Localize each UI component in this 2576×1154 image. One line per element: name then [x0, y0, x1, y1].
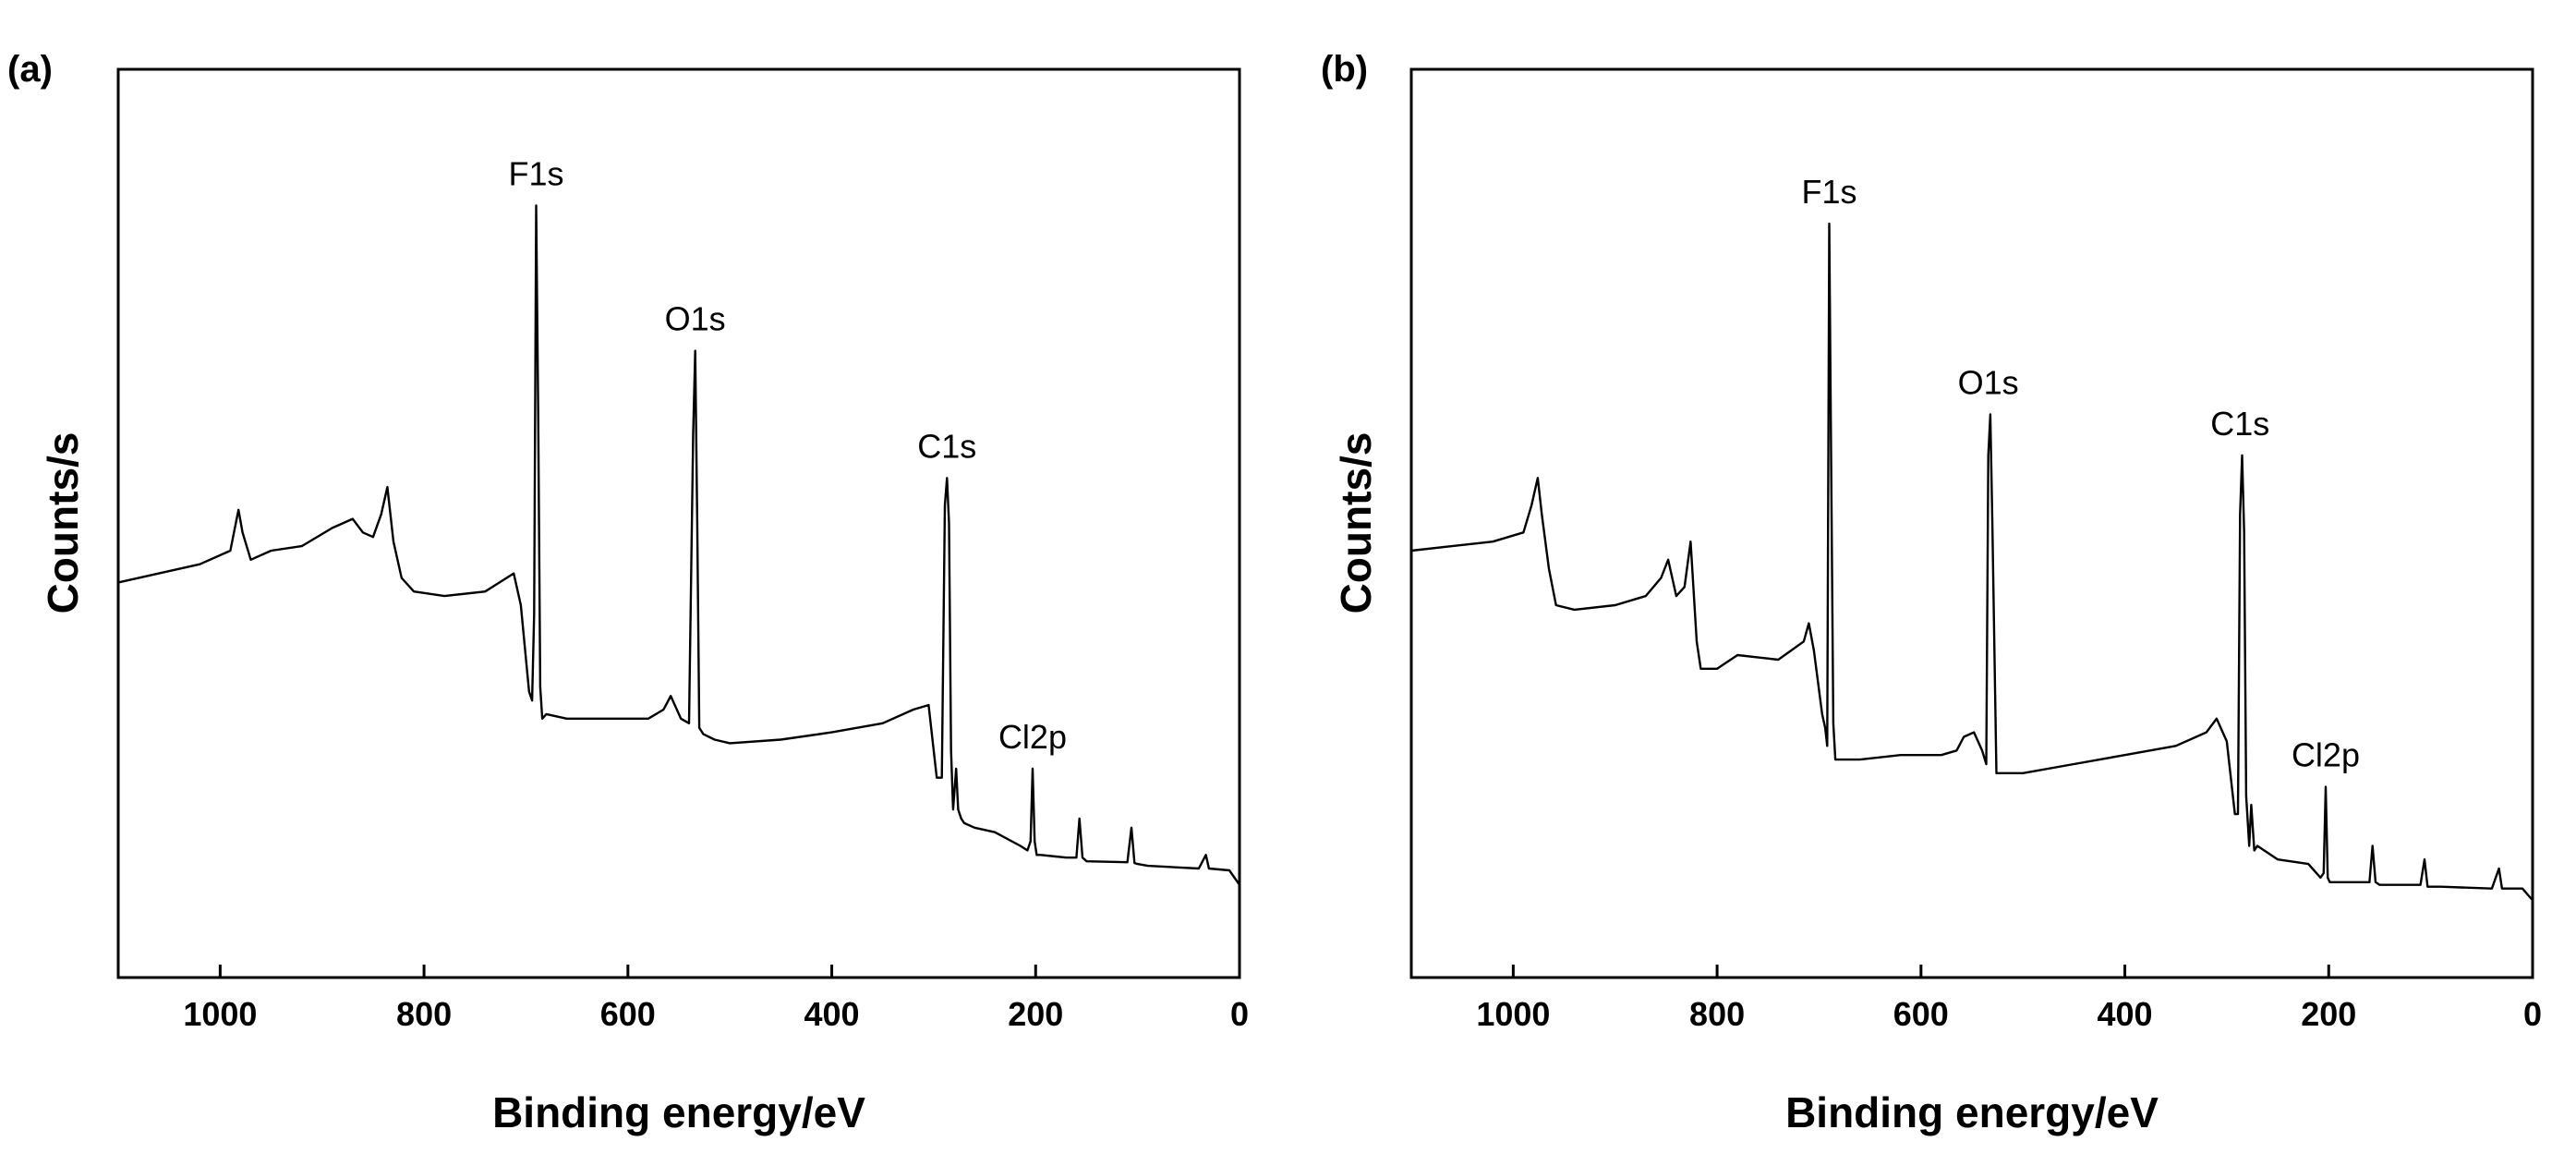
y-axis-title-b: Counts/s [1332, 432, 1380, 614]
x-tick-label: 200 [1008, 995, 1063, 1033]
peak-labels-b: F1s O1s C1s Cl2p [1801, 173, 2360, 773]
x-tick-label: 800 [396, 995, 452, 1033]
spectrum-line-a [117, 204, 1240, 886]
peak-label-c1s: C1s [917, 427, 976, 465]
x-tick-label: 400 [2098, 995, 2153, 1033]
panel-a: (a) Counts/s Binding energy/eV 1000 800 60… [7, 49, 1249, 1136]
x-tick-label: 1000 [1476, 995, 1550, 1033]
x-axis-title-b: Binding energy/eV [1785, 1088, 2159, 1136]
peak-label-c1s: C1s [2210, 405, 2269, 443]
x-tick-label: 600 [1893, 995, 1949, 1033]
x-tick-label: 200 [2301, 995, 2356, 1033]
peak-label-cl2p: Cl2p [2292, 736, 2360, 774]
peak-label-f1s: F1s [508, 154, 563, 192]
x-tick-label: 1000 [183, 995, 257, 1033]
peak-label-o1s: O1s [1958, 364, 2019, 402]
peak-label-cl2p: Cl2p [998, 718, 1067, 756]
spectrum-line-b [1410, 222, 2534, 902]
x-tick-label: 400 [804, 995, 860, 1033]
plot-frame-b [1409, 67, 2534, 979]
peak-labels-a: F1s O1s C1s Cl2p [508, 154, 1067, 755]
peak-label-f1s: F1s [1801, 173, 1856, 211]
panel-b: (b) Counts/s Binding energy/eV 1000 800 60… [1321, 49, 2542, 1136]
panel-label-b: (b) [1321, 49, 1368, 90]
x-axis-title-a: Binding energy/eV [492, 1088, 865, 1136]
y-axis-title-a: Counts/s [39, 432, 87, 614]
x-tick-label: 0 [1230, 995, 1249, 1033]
x-axis-ticks-b: 1000 800 600 400 200 0 [1476, 965, 2542, 1033]
peak-label-o1s: O1s [665, 300, 726, 338]
x-tick-label: 800 [1689, 995, 1745, 1033]
x-axis-ticks-a: 1000 800 600 400 200 0 [183, 965, 1249, 1033]
plot-frame-a [116, 67, 1241, 979]
x-tick-label: 600 [600, 995, 656, 1033]
x-tick-label: 0 [2523, 995, 2542, 1033]
panel-label-a: (a) [7, 49, 53, 90]
